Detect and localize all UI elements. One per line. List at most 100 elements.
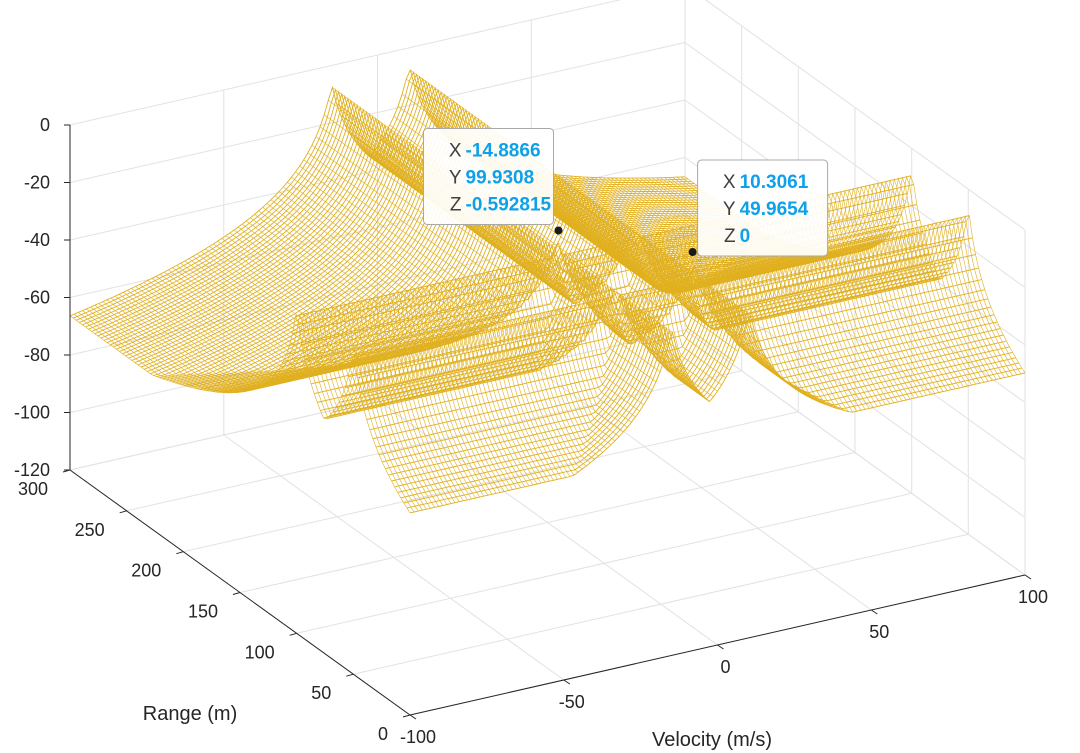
x-tick-label: 0 xyxy=(720,657,730,677)
surface-mesh-line xyxy=(639,177,981,384)
surface-mesh-line xyxy=(602,177,944,392)
surface-mesh-line xyxy=(213,243,554,481)
z-tick-label: -100 xyxy=(14,403,50,423)
y-tick-label: 100 xyxy=(245,642,275,662)
surface-mesh-line xyxy=(590,177,931,395)
surface-mesh-line xyxy=(78,312,419,512)
datatip-value: 99.9308 xyxy=(466,168,535,189)
surface-mesh-line xyxy=(319,126,661,372)
z-tick-label: -20 xyxy=(24,173,50,193)
surface-mesh-line xyxy=(561,175,903,402)
datatip-value: -0.592815 xyxy=(466,195,552,216)
surface-mesh-line xyxy=(287,182,628,428)
datatip-key: Z xyxy=(724,226,736,247)
surface-mesh-line xyxy=(324,114,665,361)
surface-mesh-line xyxy=(365,152,706,399)
surface-mesh-line xyxy=(110,297,452,504)
x-tick-label: -50 xyxy=(559,692,585,712)
surface-mesh-line xyxy=(500,164,841,410)
surface-mesh-line xyxy=(258,210,599,457)
surface-mesh-line xyxy=(262,207,603,453)
datatip-value: 10.3061 xyxy=(740,172,809,193)
datatip-box xyxy=(697,159,829,257)
surface-mesh-line xyxy=(549,173,890,404)
surface-mesh-line xyxy=(155,276,497,494)
surface-mesh-line xyxy=(574,176,915,399)
surface-mesh-line xyxy=(545,173,886,405)
x-tick-mark xyxy=(717,644,724,650)
grid-line xyxy=(69,42,686,183)
z-tick-label: 0 xyxy=(40,115,50,135)
surface-mesh-line xyxy=(201,251,542,484)
surface-mesh-line xyxy=(508,166,849,412)
surface-mesh-line xyxy=(217,240,558,480)
surface-mesh-line xyxy=(221,238,562,479)
surface-mesh-line xyxy=(283,186,624,433)
surface-mesh-line xyxy=(598,177,940,393)
datatip-value: -14.8866 xyxy=(466,141,541,162)
surface-mesh-line xyxy=(250,217,591,463)
datatip-key: X xyxy=(449,141,462,162)
surface-mesh-line xyxy=(360,148,702,394)
surface-mesh-line xyxy=(135,286,476,499)
datatip-key: Y xyxy=(449,168,462,189)
datatip-key: Z xyxy=(450,195,462,216)
surface-mesh-line xyxy=(90,306,431,509)
surface-mesh-line xyxy=(565,175,907,401)
surface-mesh-line xyxy=(627,177,968,387)
surface-mesh-line xyxy=(188,258,530,487)
y-tick-mark xyxy=(119,510,127,514)
datatip-key: X xyxy=(723,172,736,193)
surface-mesh-line xyxy=(192,256,534,486)
x-tick-mark xyxy=(1024,574,1032,580)
surface-mesh-line xyxy=(586,176,927,396)
surface-mesh-line xyxy=(147,280,489,496)
datatip-value: 0 xyxy=(740,226,751,247)
x-tick-label: -100 xyxy=(400,727,436,747)
grid-line xyxy=(126,370,742,512)
surface-mesh-line xyxy=(225,235,567,478)
x-axis-label: Velocity (m/s) xyxy=(652,729,772,751)
surface-mesh-line xyxy=(196,253,538,485)
grid-line xyxy=(684,99,1026,346)
x-tick-label: 50 xyxy=(869,622,889,642)
datatip-marker[interactable] xyxy=(554,226,563,235)
z-tick-label: -60 xyxy=(24,288,50,308)
surface-mesh-line xyxy=(295,171,636,418)
surface-mesh-line xyxy=(229,232,571,477)
grid-line xyxy=(69,99,686,241)
surface-mesh-line xyxy=(143,282,485,497)
surface-mesh-line xyxy=(139,284,480,498)
y-tick-label: 150 xyxy=(188,602,218,622)
surface-mesh-line xyxy=(94,305,435,508)
datatip-marker[interactable] xyxy=(688,248,697,256)
surface-mesh-line xyxy=(344,124,685,370)
surface-mesh-line xyxy=(274,195,616,441)
y-tick-mark xyxy=(289,632,297,636)
surface-mesh-line xyxy=(69,314,411,514)
surface-mesh-line xyxy=(233,229,575,476)
surface-mesh-line xyxy=(553,174,895,403)
surface-mesh-line xyxy=(578,176,919,398)
surface-mesh-line xyxy=(307,152,648,399)
surface-mesh-line xyxy=(611,177,952,390)
surface-mesh-line xyxy=(352,138,694,384)
grid-line xyxy=(684,272,1026,518)
y-tick-label: 50 xyxy=(311,683,331,703)
surface-mesh-line xyxy=(582,176,923,397)
datatip-box xyxy=(423,128,554,225)
z-tick-label: -40 xyxy=(24,230,50,250)
surface-mesh-line xyxy=(311,145,653,391)
surface-mesh-line xyxy=(160,273,501,493)
surface-mesh-line xyxy=(336,103,677,349)
surface-mesh-line xyxy=(414,85,755,331)
datatip-key: Y xyxy=(723,199,736,220)
surface-mesh-line xyxy=(619,177,960,389)
y-tick-label: 250 xyxy=(75,520,105,540)
surface-mesh-line xyxy=(127,290,468,501)
y-tick-mark xyxy=(232,592,241,595)
